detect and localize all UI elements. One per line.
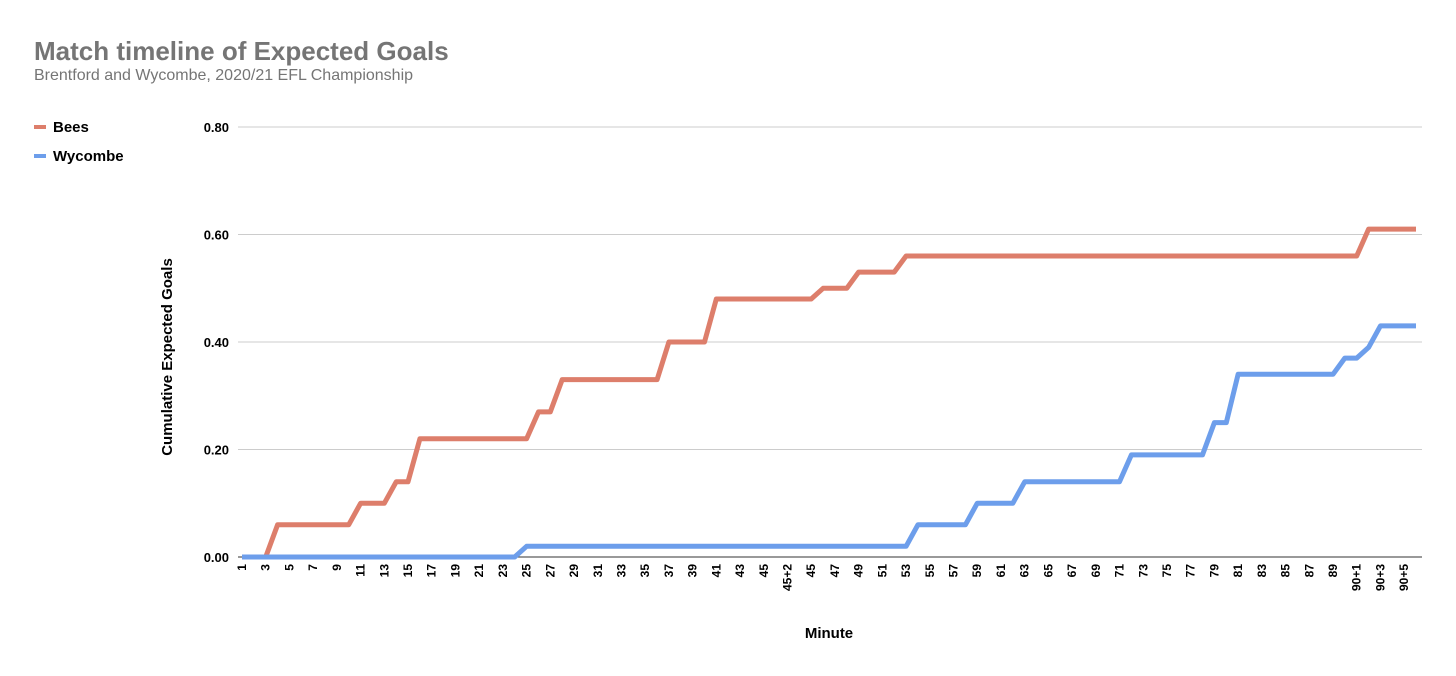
x-tick-label: 61 (994, 564, 1008, 578)
x-tick-label: 47 (828, 564, 842, 578)
x-tick-label: 77 (1184, 564, 1198, 578)
x-tick-label: 73 (1136, 564, 1150, 578)
x-tick-label: 75 (1160, 564, 1174, 578)
x-tick-label: 33 (614, 564, 628, 578)
x-tick-label: 27 (543, 564, 557, 578)
x-tick-label: 45 (757, 564, 771, 578)
x-tick-label: 55 (923, 564, 937, 578)
x-tick-label: 45+2 (780, 564, 794, 591)
x-tick-label: 45 (804, 564, 818, 578)
series-line (242, 226, 1416, 560)
y-tick-label: 0.60 (204, 228, 229, 243)
x-tick-label: 87 (1302, 564, 1316, 578)
chart-subtitle: Brentford and Wycombe, 2020/21 EFL Champ… (34, 67, 413, 84)
x-tick-label: 19 (448, 564, 462, 578)
x-tick-label: 65 (1041, 564, 1055, 578)
x-tick-label: 25 (520, 564, 534, 578)
y-tick-label: 0.00 (204, 550, 229, 565)
x-tick-label: 1 (235, 564, 249, 571)
x-tick-label: 63 (1018, 564, 1032, 578)
x-tick-label: 67 (1065, 564, 1079, 578)
x-tick-label: 71 (1113, 564, 1127, 578)
y-tick-label: 0.20 (204, 443, 229, 458)
x-tick-label: 15 (401, 564, 415, 578)
x-tick-label: 57 (947, 564, 961, 578)
x-tick-label: 29 (567, 564, 581, 578)
legend-label: Bees (53, 119, 89, 136)
legend-label: Wycombe (53, 148, 124, 165)
x-tick-label: 3 (259, 564, 273, 571)
x-tick-label: 53 (899, 564, 913, 578)
x-tick-label: 7 (306, 564, 320, 571)
y-axis-label: Cumulative Expected Goals (159, 258, 176, 456)
x-tick-label: 9 (330, 564, 344, 571)
x-tick-label: 90+5 (1397, 564, 1411, 591)
x-tick-label: 51 (875, 564, 889, 578)
x-tick-label: 49 (852, 564, 866, 578)
x-tick-label: 35 (638, 564, 652, 578)
x-axis-label: Minute (805, 625, 853, 642)
y-tick-label: 0.80 (204, 120, 229, 135)
x-tick-label: 69 (1089, 564, 1103, 578)
x-tick-label: 83 (1255, 564, 1269, 578)
x-tick-label: 81 (1231, 564, 1245, 578)
x-tick-label: 41 (709, 564, 723, 578)
x-tick-label: 79 (1207, 564, 1221, 578)
x-tick-label: 85 (1279, 564, 1293, 578)
x-tick-label: 37 (662, 564, 676, 578)
x-tick-label: 59 (970, 564, 984, 578)
x-tick-label: 31 (591, 564, 605, 578)
x-tick-label: 13 (377, 564, 391, 578)
x-tick-label: 5 (282, 564, 296, 571)
y-tick-label: 0.40 (204, 335, 229, 350)
x-tick-label: 89 (1326, 564, 1340, 578)
chart-title: Match timeline of Expected Goals (34, 36, 449, 66)
x-tick-label: 90+1 (1350, 564, 1364, 591)
x-tick-label: 39 (686, 564, 700, 578)
x-tick-label: 90+3 (1373, 564, 1387, 591)
x-tick-label: 23 (496, 564, 510, 578)
x-tick-label: 11 (354, 564, 368, 577)
x-tick-label: 17 (425, 564, 439, 578)
series-line (242, 323, 1416, 560)
x-tick-label: 43 (733, 564, 747, 578)
x-tick-label: 21 (472, 564, 486, 578)
